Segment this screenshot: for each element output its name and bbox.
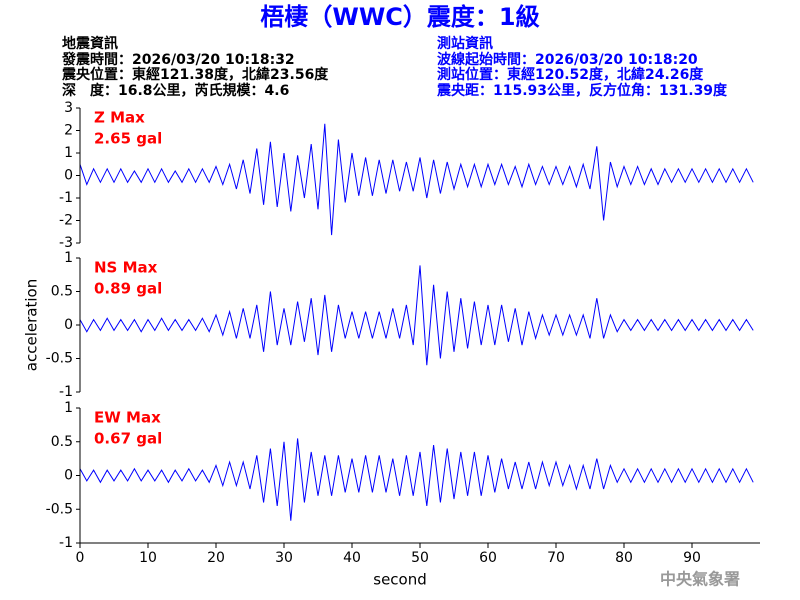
max-annotation: NS Max — [94, 259, 158, 277]
max-annotation: 0.89 gal — [94, 280, 162, 298]
y-tick-label: 3 — [64, 100, 73, 116]
event-info: 深 度：16.8公里，芮氏規模：4.6 — [62, 82, 289, 99]
waveform — [79, 123, 754, 236]
max-annotation: 0.67 gal — [94, 430, 162, 448]
event-info: 發震時間：2026/03/20 10:18:32 — [61, 51, 295, 68]
x-tick-label: 80 — [615, 550, 633, 566]
x-tick-label: 60 — [479, 550, 497, 566]
station-info: 測站位置：東經120.52度，北緯24.26度 — [437, 66, 704, 83]
x-tick-label: 90 — [683, 550, 701, 566]
event-info: 地震資訊 — [62, 35, 118, 52]
y-tick-label: -1 — [59, 384, 73, 400]
y-tick-label: 0.5 — [51, 434, 73, 450]
y-tick-label: 0 — [64, 317, 73, 333]
x-tick-label: 30 — [275, 550, 293, 566]
y-tick-label: -3 — [59, 235, 73, 251]
waveform — [79, 438, 754, 521]
station-info: 波線起始時間：2026/03/20 10:18:20 — [437, 51, 698, 68]
y-tick-label: 1 — [64, 250, 73, 266]
y-tick-label: 0 — [64, 468, 73, 484]
footer: 中央氣象署 — [660, 570, 740, 589]
y-tick-label: 1 — [64, 145, 73, 161]
event-info: 震央位置：東經121.38度，北緯23.56度 — [61, 66, 329, 83]
max-annotation: 2.65 gal — [94, 130, 162, 148]
x-tick-label: 40 — [343, 550, 361, 566]
x-tick-label: 10 — [139, 550, 157, 566]
y-axis-label: acceleration — [23, 279, 41, 371]
x-tick-label: 50 — [411, 550, 429, 566]
y-tick-label: -2 — [59, 213, 73, 229]
y-tick-label: -0.5 — [46, 351, 73, 367]
y-tick-label: 0 — [64, 168, 73, 184]
y-tick-label: -1 — [59, 535, 73, 551]
y-tick-label: -0.5 — [46, 501, 73, 517]
station-info: 測站資訊 — [437, 35, 493, 52]
x-tick-label: 70 — [547, 550, 565, 566]
max-annotation: EW Max — [94, 409, 161, 427]
title: 梧棲（WWC）震度：1級 — [260, 3, 539, 31]
max-annotation: Z Max — [94, 109, 145, 127]
x-axis-label: second — [373, 571, 427, 589]
y-tick-label: 1 — [64, 400, 73, 416]
y-tick-label: 0.5 — [51, 284, 73, 300]
waveform — [79, 265, 754, 366]
station-info: 震央距：115.93公里，反方位角：131.39度 — [436, 82, 728, 99]
x-tick-label: 0 — [76, 550, 85, 566]
x-tick-label: 20 — [207, 550, 225, 566]
y-tick-label: -1 — [59, 190, 73, 206]
y-tick-label: 2 — [64, 123, 73, 139]
